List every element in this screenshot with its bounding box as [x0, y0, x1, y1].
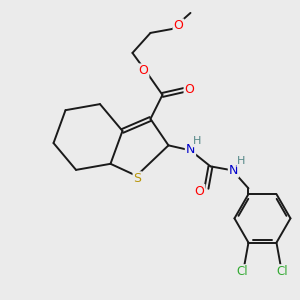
Text: H: H	[193, 136, 202, 146]
Text: O: O	[194, 185, 204, 198]
Text: O: O	[173, 20, 183, 32]
Text: S: S	[134, 172, 142, 185]
Text: N: N	[229, 164, 238, 177]
Text: N: N	[186, 143, 195, 156]
Text: O: O	[184, 83, 194, 96]
Text: O: O	[139, 64, 148, 77]
Text: H: H	[237, 156, 246, 167]
Text: Cl: Cl	[237, 265, 248, 278]
Text: Cl: Cl	[277, 265, 288, 278]
